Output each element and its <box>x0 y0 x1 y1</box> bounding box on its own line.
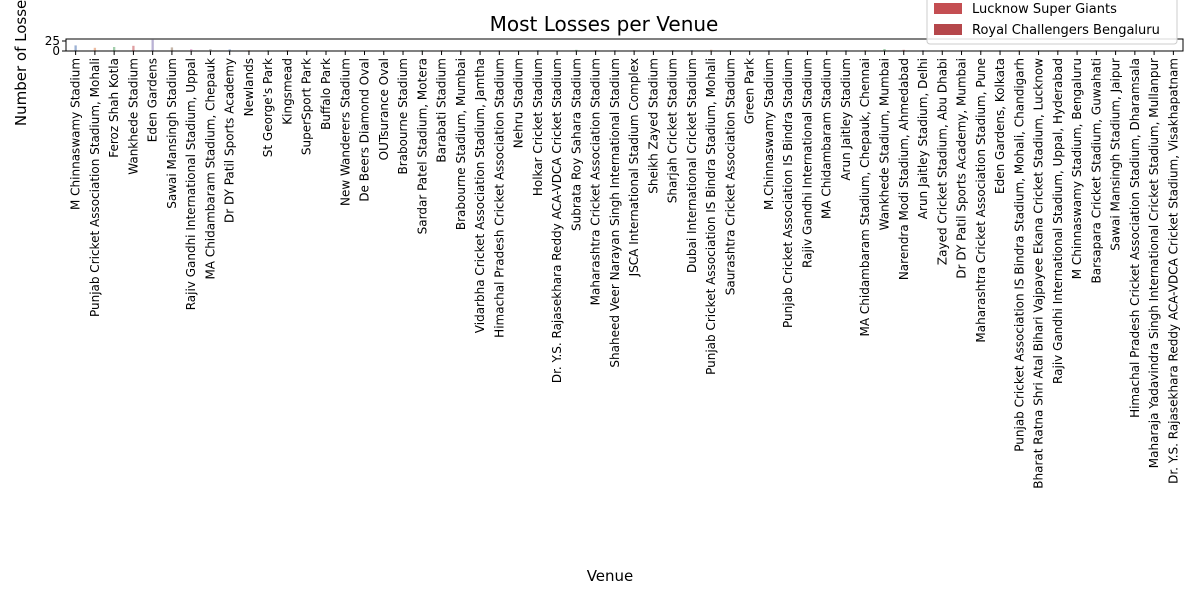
x-tick-label: Nehru Stadium <box>512 58 526 148</box>
bar-1 <box>93 47 97 51</box>
x-tick-label: Himachal Pradesh Cricket Association Sta… <box>492 58 506 338</box>
y-axis-title: Number of Losses <box>12 0 30 126</box>
x-tick-label: Rajiv Gandhi International Stadium, Uppa… <box>1051 58 1065 384</box>
x-tick-label: Sheikh Zayed Stadium <box>646 58 660 194</box>
x-tick-label: Sardar Patel Stadium, Motera <box>415 58 429 234</box>
x-tick-label: New Wanderers Stadium <box>338 58 352 206</box>
x-tick-label: Punjab Cricket Association Stadium, Moha… <box>88 58 102 317</box>
x-tick-label: Newlands <box>242 58 256 116</box>
x-tick-label: Sharjah Cricket Stadium <box>666 58 680 203</box>
y-axis: 025 <box>45 34 66 58</box>
plot-area-frame <box>65 38 1184 52</box>
x-tick-label: Wankhede Stadium <box>126 58 140 175</box>
x-tick-label: Punjab Cricket Association IS Bindra Sta… <box>1012 58 1026 452</box>
bar-6 <box>190 49 193 51</box>
x-tick-label: Narendra Modi Stadium, Ahmedabad <box>897 58 911 280</box>
x-tick-label: Maharashtra Cricket Association Stadium,… <box>974 58 988 343</box>
x-axis-title: Venue <box>587 567 634 585</box>
legend: Lucknow Super Giants Royal Challengers Be… <box>926 0 1178 45</box>
x-tick-label: Dr. Y.S. Rajasekhara Reddy ACA-VDCA Cric… <box>1166 58 1180 484</box>
legend-label: Royal Challengers Bengaluru <box>972 23 1160 38</box>
x-tick-label: JSCA International Stadium Complex <box>627 58 641 277</box>
legend-box <box>926 0 1178 45</box>
bar-4 <box>151 39 154 51</box>
x-tick-label: Dr DY Patil Sports Academy, Mumbai <box>955 58 969 279</box>
bar-2 <box>112 47 116 51</box>
bar-26 <box>575 49 578 51</box>
x-tick-label: M Chinnaswamy Stadium, Bengaluru <box>1070 58 1084 279</box>
x-tick-label: Brabourne Stadium <box>396 58 410 175</box>
bar-7 <box>209 49 212 51</box>
bar-0 <box>74 45 77 51</box>
x-tick-label: SuperSport Park <box>300 58 314 155</box>
x-tick-label: Dubai International Cricket Stadium <box>685 58 699 273</box>
legend-label: Lucknow Super Giants <box>972 2 1117 17</box>
x-tick-label: Arun Jaitley Stadium, Delhi <box>916 58 930 219</box>
x-axis: M Chinnaswamy Stadium Punjab Cricket Asso… <box>69 51 1180 489</box>
bar-3 <box>132 45 135 51</box>
x-tick-label: M Chinnaswamy Stadium <box>69 58 83 210</box>
bar-8 <box>228 49 231 51</box>
x-tick-label: M.Chinnaswamy Stadium <box>762 58 776 210</box>
x-tick-label: Brabourne Stadium, Mumbai <box>454 58 468 230</box>
x-tick-label: Eden Gardens <box>146 58 160 142</box>
x-tick-label: Himachal Pradesh Cricket Association Sta… <box>1128 58 1142 418</box>
x-tick-label: Arun Jaitley Stadium <box>839 58 853 181</box>
x-tick-label: Maharaja Yadavindra Singh International … <box>1147 58 1161 468</box>
x-tick-label: Kingsmead <box>280 58 294 125</box>
x-tick-label: Eden Gardens, Kolkata <box>993 58 1007 194</box>
x-tick-label: Punjab Cricket Association IS Bindra Sta… <box>704 58 718 375</box>
x-tick-label: MA Chidambaram Stadium, Chepauk, Chennai <box>858 58 872 336</box>
x-tick-label: Bharat Ratna Shri Atal Bihari Vajpayee E… <box>1032 58 1046 489</box>
x-tick-label: Sawai Mansingh Stadium, Jaipur <box>1109 58 1123 251</box>
x-tick-label: De Beers Diamond Oval <box>358 58 372 202</box>
x-tick-label: St George's Park <box>261 58 275 157</box>
x-tick-label: Shaheed Veer Narayan Singh International… <box>608 58 622 368</box>
x-tick-label: Green Park <box>743 58 757 124</box>
x-tick-label: Maharashtra Cricket Association Stadium <box>589 58 603 305</box>
y-tick-label: 0 <box>52 44 60 58</box>
bar-42 <box>883 49 886 51</box>
x-tick-label: Wankhede Stadium, Mumbai <box>877 58 891 230</box>
bar-43 <box>902 49 905 51</box>
x-tick-label: Saurashtra Cricket Association Stadium <box>723 58 737 295</box>
x-tick-label: Punjab Cricket Association IS Bindra Sta… <box>781 58 795 328</box>
bar-33 <box>710 49 713 51</box>
x-tick-label: Barsapara Cricket Stadium, Guwahati <box>1089 58 1103 284</box>
x-tick-label: OUTsurance Oval <box>377 58 391 160</box>
x-tick-label: Rajiv Gandhi International Stadium <box>800 58 814 268</box>
y-tick-label: 25 <box>45 34 60 48</box>
x-tick-label: Feroz Shah Kotla <box>107 58 121 158</box>
x-tick-label: Holkar Cricket Stadium <box>531 58 545 196</box>
x-tick-label: MA Chidambaram Stadium, Chepauk <box>203 58 217 280</box>
x-tick-label: Buffalo Park <box>319 58 333 130</box>
x-tick-label: Sawai Mansingh Stadium <box>165 58 179 209</box>
legend-swatch <box>934 3 962 14</box>
x-tick-label: Dr DY Patil Sports Academy <box>223 58 237 223</box>
x-tick-label: Dr. Y.S. Rajasekhara Reddy ACA-VDCA Cric… <box>550 58 564 383</box>
x-tick-label: Rajiv Gandhi International Stadium, Uppa… <box>184 58 198 310</box>
x-tick-label: Zayed Cricket Stadium, Abu Dhabi <box>935 58 949 265</box>
x-tick-label: Barabati Stadium <box>435 58 449 163</box>
x-tick-label: MA Chidambaram Stadium <box>820 58 834 219</box>
x-tick-label: Subrata Roy Sahara Stadium <box>569 58 583 231</box>
bar-5 <box>170 47 174 51</box>
chart-title: Most Losses per Venue <box>490 12 719 36</box>
x-tick-label: Vidarbha Cricket Association Stadium, Ja… <box>473 58 487 333</box>
legend-swatch <box>934 24 962 35</box>
